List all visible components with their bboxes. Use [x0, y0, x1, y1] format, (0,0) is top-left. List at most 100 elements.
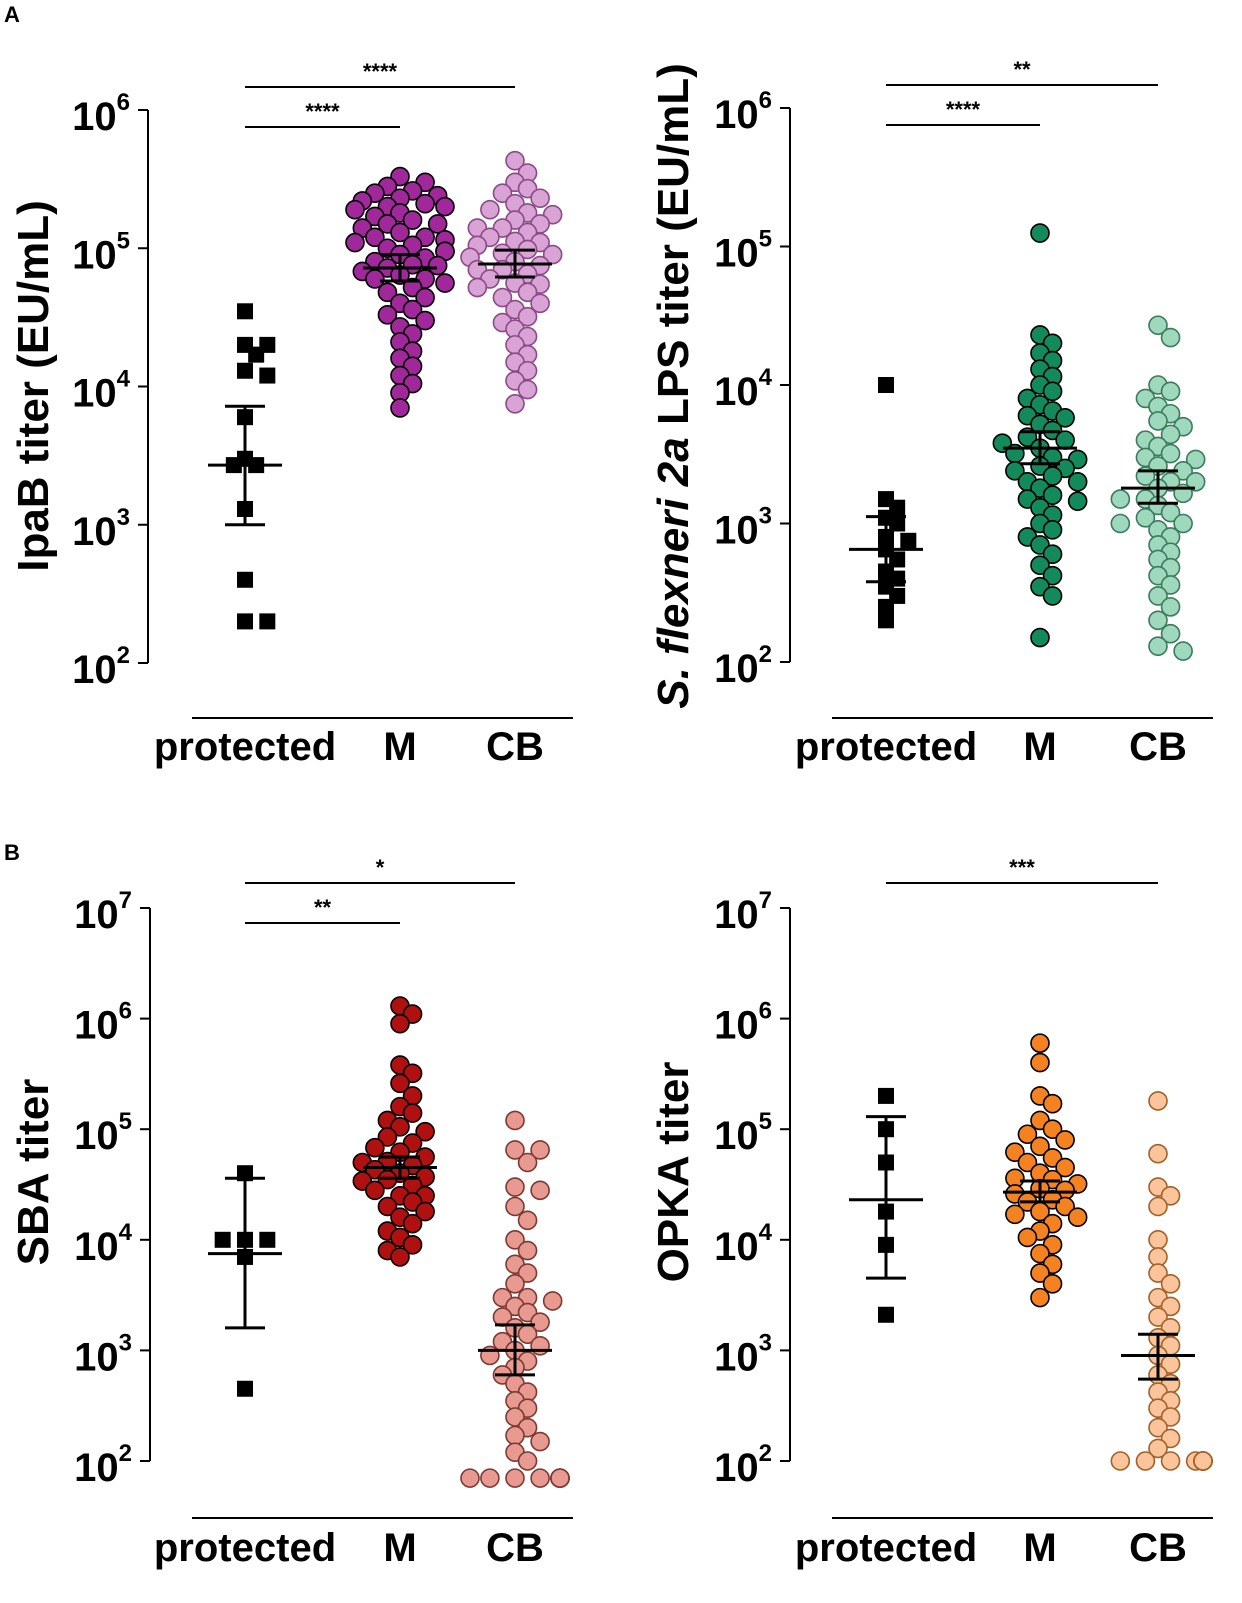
data-point-cb [530, 1140, 550, 1160]
data-point-cb [1148, 1438, 1168, 1459]
data-point-m [402, 299, 423, 320]
data-point-m [415, 310, 435, 331]
data-point-m [415, 193, 435, 214]
data-point-protected [237, 362, 253, 379]
data-point-cb [517, 1210, 538, 1231]
data-point-cb [1148, 1417, 1168, 1438]
data-point-cb [505, 1140, 525, 1160]
data-point-m [377, 1196, 398, 1217]
data-point-protected [237, 613, 253, 630]
data-point-m [1042, 544, 1063, 565]
data-point-m [1055, 430, 1075, 450]
category-label-cb: CB [486, 1526, 544, 1570]
category-label-m: M [383, 725, 416, 769]
data-point-cb [1148, 1263, 1168, 1283]
data-point-cb [542, 1291, 563, 1311]
significance-label: **** [946, 97, 981, 122]
data-point-cb [1160, 381, 1181, 402]
y-tick-label: 105 [74, 1108, 132, 1158]
data-point-m [415, 1201, 435, 1222]
data-point-cb [1148, 586, 1168, 606]
data-point-protected [878, 377, 894, 393]
data-point-cb [542, 244, 563, 265]
data-point-protected [237, 571, 253, 588]
data-point-m [1042, 485, 1063, 506]
data-point-m [1030, 223, 1050, 243]
data-point-cb [530, 1431, 550, 1452]
y-tick-label: 102 [714, 641, 772, 691]
data-point-cb [1185, 472, 1206, 492]
data-point-cb [517, 1451, 538, 1471]
data-point-m [415, 287, 435, 308]
data-point-cb [1148, 411, 1168, 431]
lps-titer-plot: 102 103 104 105 106 S. flexneri 2a LPS titer … [649, 57, 1213, 769]
data-point-protected [214, 1231, 231, 1248]
data-point-cb [517, 282, 538, 303]
data-point-cb [550, 1468, 570, 1488]
data-point-protected [878, 598, 894, 615]
y-tick-label: 105 [714, 226, 772, 276]
data-point-m [365, 269, 385, 289]
data-point-m [1030, 1052, 1050, 1073]
data-point-m [1030, 1033, 1050, 1053]
category-label-m: M [1023, 725, 1056, 769]
data-point-cb [1160, 575, 1181, 595]
data-point-cb [1160, 424, 1181, 445]
data-point-protected [237, 303, 253, 320]
data-point-m [435, 273, 455, 293]
data-point-m [365, 1180, 385, 1201]
panel-label-b: B [4, 840, 20, 865]
data-point-cb [1193, 1451, 1213, 1471]
y-axis-label: IpaB titer (EU/mL) [9, 200, 58, 572]
data-point-cb [517, 1263, 538, 1283]
y-tick-label: 106 [74, 998, 132, 1048]
y-tick-label: 103 [714, 1329, 772, 1379]
significance-label: * [376, 855, 385, 880]
y-tick-label: 106 [714, 87, 772, 137]
data-point-cb [505, 1230, 525, 1250]
data-point-m [1017, 1227, 1038, 1248]
category-label-protected: protected [154, 1526, 336, 1570]
data-point-cb [460, 1468, 480, 1488]
data-point-m [390, 1117, 410, 1137]
y-tick-label: 107 [74, 887, 132, 937]
data-point-protected [889, 551, 906, 568]
data-point-m [402, 1213, 423, 1234]
data-point-cb [1160, 597, 1181, 617]
data-point-cb [1110, 1451, 1131, 1471]
y-tick-label: 104 [72, 366, 131, 416]
data-point-m [1017, 1152, 1038, 1173]
data-point-cb [1160, 1407, 1181, 1427]
data-point-cb [505, 1196, 525, 1217]
data-point-protected [900, 532, 917, 549]
data-point-m [390, 1073, 410, 1094]
y-tick-label: 106 [714, 998, 772, 1048]
data-point-m [435, 196, 455, 217]
y-tick-label: 104 [74, 1219, 133, 1269]
data-point-m [365, 1137, 385, 1158]
data-point-cb [1160, 443, 1181, 464]
data-point-cb [530, 293, 550, 314]
data-point-cb [517, 1240, 538, 1261]
data-point-cb [1160, 1296, 1181, 1317]
data-point-m [1005, 461, 1025, 481]
y-axis-label: S. flexneri 2a LPS titer (EU/mL) [649, 63, 698, 709]
y-axis-label: OPKA titer [649, 1062, 698, 1283]
data-point-m [1030, 1287, 1050, 1308]
data-point-m [427, 214, 448, 234]
data-point-m [1042, 381, 1063, 402]
data-point-m [1055, 1196, 1075, 1217]
y-tick-label: 105 [72, 227, 130, 277]
y-tick-label: 103 [714, 503, 772, 553]
category-label-m: M [383, 1526, 416, 1570]
data-point-m [1017, 1124, 1038, 1145]
significance-label: ** [314, 895, 332, 920]
category-label-cb: CB [1129, 725, 1187, 769]
data-point-cb [1160, 623, 1181, 644]
data-point-m [377, 1127, 398, 1147]
data-point-m [1055, 407, 1075, 428]
y-tick-label: 107 [714, 887, 772, 937]
data-point-m [1067, 1207, 1088, 1228]
data-point-protected [259, 1231, 276, 1248]
y-axis-label: SBA titer [9, 1079, 58, 1266]
